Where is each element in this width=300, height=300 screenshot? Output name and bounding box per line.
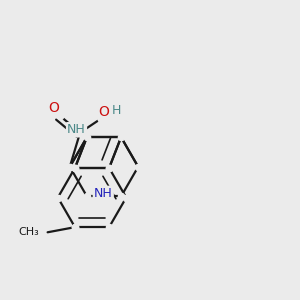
Text: CH₃: CH₃ bbox=[18, 227, 39, 237]
Text: H: H bbox=[112, 103, 122, 116]
Text: O: O bbox=[99, 105, 110, 119]
Text: NH: NH bbox=[67, 123, 86, 136]
Text: O: O bbox=[48, 101, 59, 115]
Text: NH: NH bbox=[94, 187, 112, 200]
Text: H: H bbox=[112, 103, 122, 116]
Text: NH: NH bbox=[67, 123, 86, 136]
Text: O: O bbox=[48, 101, 59, 115]
Text: NH: NH bbox=[94, 187, 112, 200]
Text: O: O bbox=[99, 105, 110, 119]
